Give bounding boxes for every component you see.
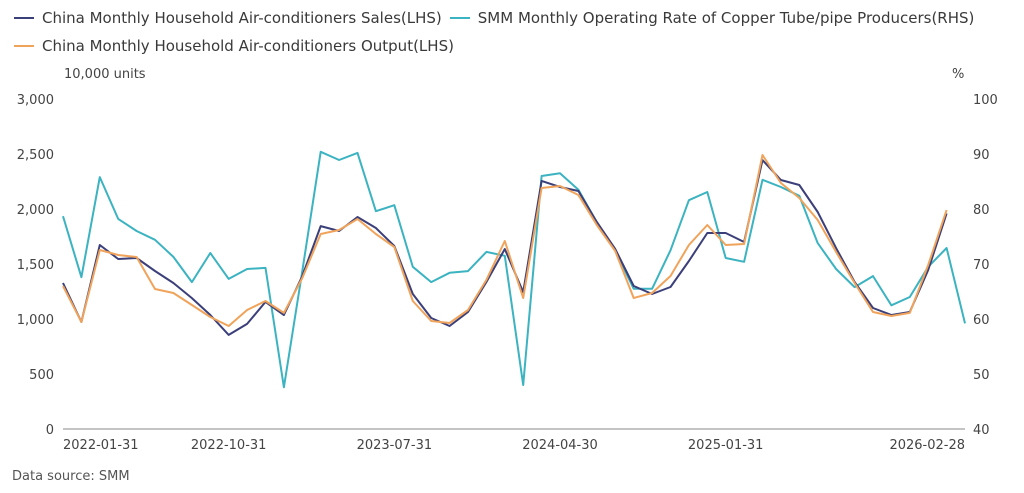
legend-item-output[interactable]: China Monthly Household Air-conditioners… bbox=[14, 37, 454, 55]
legend-label-operating-rate: SMM Monthly Operating Rate of Copper Tub… bbox=[477, 9, 975, 27]
x-axis-tick-label: 2026-02-28 bbox=[889, 438, 965, 453]
x-axis-tick-label: 2022-01-31 bbox=[63, 438, 139, 453]
data-source-note: Data source: SMM bbox=[12, 469, 130, 484]
series-line-operating-rate[interactable] bbox=[62, 150, 966, 389]
right-axis-tick-label: 40 bbox=[973, 423, 990, 438]
left-axis-tick-label: 3,000 bbox=[17, 93, 54, 108]
left-axis-tick-label: 1,000 bbox=[17, 313, 54, 328]
x-axis-tick-label: 2024-04-30 bbox=[522, 438, 598, 453]
left-axis-tick-label: 2,000 bbox=[17, 203, 54, 218]
x-axis-tick-label: 2022-10-31 bbox=[191, 438, 267, 453]
legend-item-sales[interactable]: China Monthly Household Air-conditioners… bbox=[14, 9, 442, 27]
legend-label-sales: China Monthly Household Air-conditioners… bbox=[42, 9, 442, 27]
series-group bbox=[62, 150, 966, 389]
right-axis-unit-label: % bbox=[952, 67, 965, 82]
legend-swatch-sales bbox=[14, 17, 34, 19]
x-axis-tick-label: 2023-07-31 bbox=[357, 438, 433, 453]
x-axis: 2022-01-31 2022-10-31 2023-07-31 2024-04-30… bbox=[63, 438, 965, 453]
left-axis: 0 500 1,000 1,500 2,000 2,500 3,000 bbox=[17, 93, 54, 438]
left-axis-tick-label: 500 bbox=[29, 368, 54, 383]
left-axis-tick-label: 0 bbox=[46, 423, 54, 438]
left-axis-unit-label: 10,000 units bbox=[64, 67, 146, 82]
legend-item-operating-rate[interactable]: SMM Monthly Operating Rate of Copper Tub… bbox=[449, 9, 975, 27]
legend-swatch-output bbox=[14, 45, 34, 47]
right-axis-tick-label: 80 bbox=[973, 203, 990, 218]
left-axis-tick-label: 2,500 bbox=[17, 148, 54, 163]
legend-swatch-operating-rate bbox=[449, 17, 470, 19]
series-line-sales[interactable] bbox=[62, 159, 948, 336]
right-axis-tick-label: 60 bbox=[973, 313, 990, 328]
right-axis-tick-label: 100 bbox=[973, 93, 998, 108]
legend-label-output: China Monthly Household Air-conditioners… bbox=[42, 37, 454, 55]
right-axis-tick-label: 90 bbox=[973, 148, 990, 163]
x-axis-tick-label: 2025-01-31 bbox=[688, 438, 764, 453]
right-axis-tick-label: 70 bbox=[973, 258, 990, 273]
series-line-output[interactable] bbox=[62, 154, 948, 327]
left-axis-tick-label: 1,500 bbox=[17, 258, 54, 273]
chart-legend: China Monthly Household Air-conditioners… bbox=[14, 4, 1014, 60]
right-axis: 40 50 60 70 80 90 100 bbox=[973, 93, 998, 438]
right-axis-tick-label: 50 bbox=[973, 368, 990, 383]
